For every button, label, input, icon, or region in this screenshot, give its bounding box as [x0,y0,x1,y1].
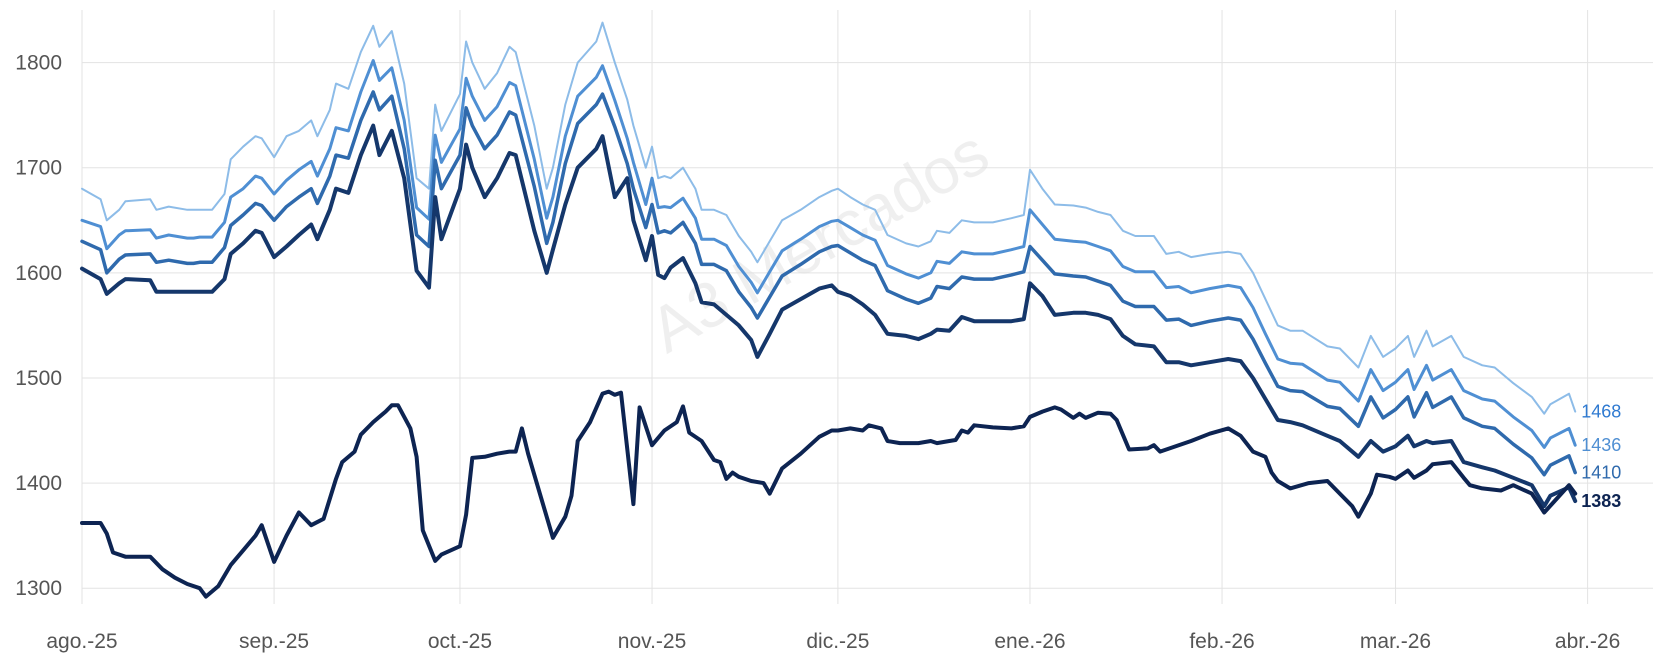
y-tick-label: 1300 [15,577,62,600]
y-tick-label: 1800 [15,52,62,75]
series-line-2 [80,59,1577,449]
x-tick-label: mar.-26 [1360,630,1431,653]
end-value-label: 1383 [1581,491,1621,511]
y-tick-label: 1500 [15,367,62,390]
y-tick-label: 1400 [15,472,62,495]
end-value-label: 1468 [1581,402,1621,422]
series-line-5 [80,389,1578,599]
y-axis-ticks: 1300 1400 1500 1600 1700 1800 [15,52,62,601]
y-tick-label: 1700 [15,157,62,180]
end-value-label: 1436 [1581,435,1621,455]
series-lines [80,21,1578,599]
end-value-label: 1410 [1581,463,1621,483]
grid [81,10,1653,604]
x-tick-label: oct.-25 [428,630,492,653]
x-tick-label: nov.-25 [618,630,687,653]
end-labels: 1468 1436 1410 1383 [1581,402,1621,511]
x-tick-label: ago.-25 [46,630,117,653]
x-tick-label: dic.-25 [806,630,869,653]
x-tick-label: ene.-26 [994,630,1065,653]
x-tick-label: abr.-26 [1555,630,1620,653]
x-tick-label: feb.-26 [1189,630,1254,653]
x-axis-ticks: ago.-25 sep.-25 oct.-25 nov.-25 dic.-25 ene.-… [46,630,1620,653]
series-line-4 [80,123,1578,509]
series-line-1 [81,21,1577,415]
x-tick-label: sep.-25 [239,630,309,653]
y-tick-label: 1600 [15,262,62,285]
series-line-3 [80,90,1577,477]
